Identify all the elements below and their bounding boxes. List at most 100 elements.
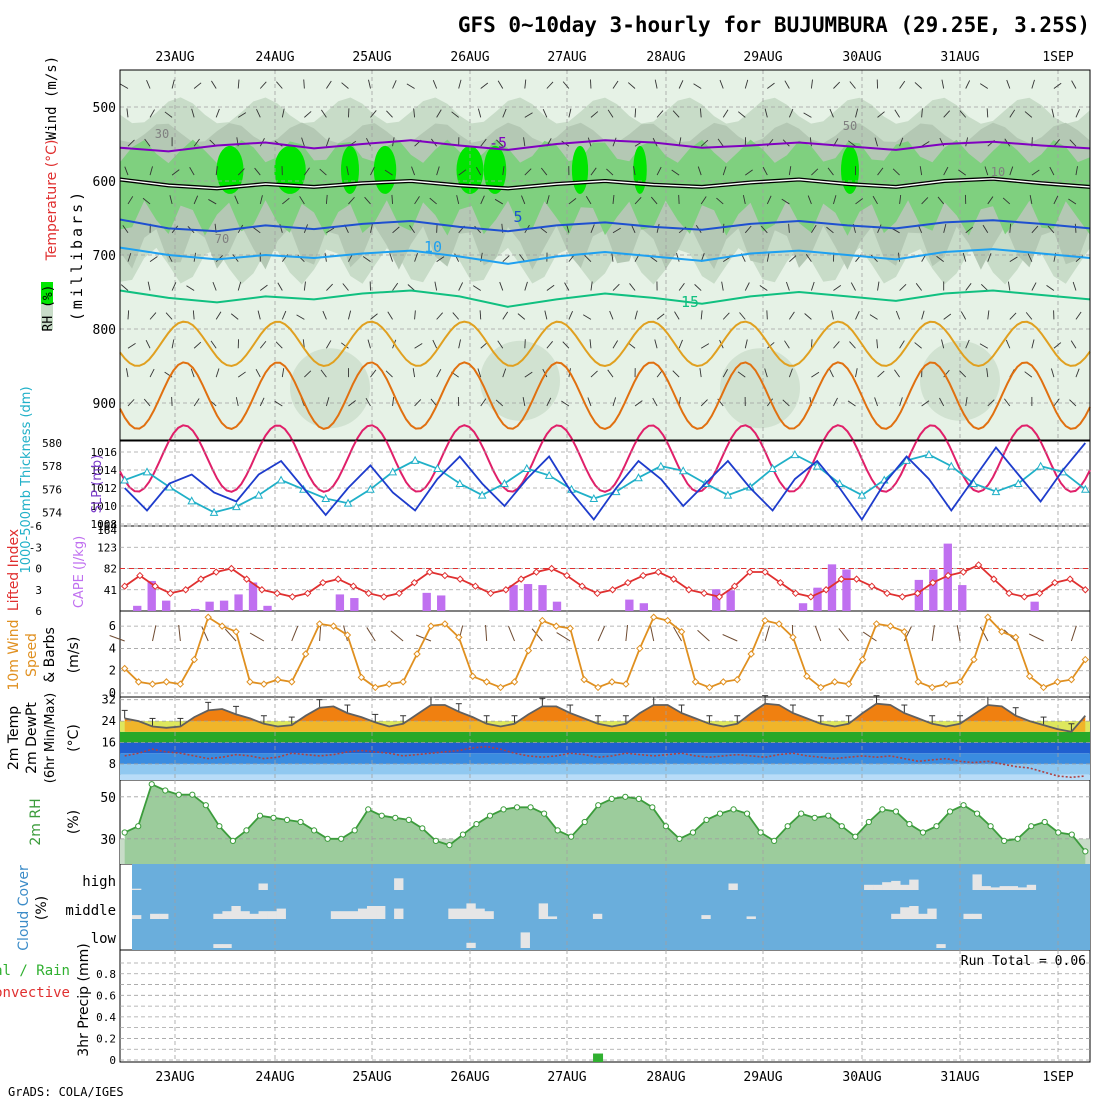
- cape-bar: [249, 582, 257, 611]
- cape-bar: [336, 594, 344, 611]
- thickness-tick: 574: [42, 506, 62, 519]
- cloud-unit-label: (%): [34, 896, 50, 920]
- cloud-bar-middle: [249, 914, 258, 919]
- rh-core: [633, 146, 647, 194]
- rh-2m-point: [1056, 830, 1061, 835]
- contour-label: 70: [215, 232, 229, 246]
- rh-2m-point: [961, 803, 966, 808]
- precip-legend-convective: Convective: [0, 985, 70, 1001]
- rh-2m-point: [420, 826, 425, 831]
- chart-title: GFS 0~10day 3-hourly for BUJUMBURA (29.2…: [458, 13, 1090, 37]
- rh-2m-point: [1015, 836, 1020, 841]
- rh-2m-point: [176, 792, 181, 797]
- day-label-bottom: 24AUG: [255, 1070, 294, 1085]
- day-label-bottom: 27AUG: [547, 1070, 586, 1085]
- cloud-bar-middle: [548, 916, 557, 919]
- rh-2m-point: [785, 824, 790, 829]
- day-label-top: 27AUG: [547, 50, 586, 65]
- cape-bar: [799, 603, 807, 611]
- cape-bar: [191, 609, 199, 611]
- cloud-bar-high: [1009, 886, 1018, 890]
- precip-tick: 0: [109, 1054, 116, 1067]
- cloud-bar-middle: [973, 914, 982, 919]
- temp-stripe: [120, 732, 1090, 743]
- rh-2m-point: [758, 830, 763, 835]
- rh-2m-point: [934, 824, 939, 829]
- rh-2m-point: [866, 819, 871, 824]
- contour-label: 15: [681, 293, 699, 311]
- rh-2m-point: [1083, 849, 1088, 854]
- cloud-bar-middle: [213, 914, 222, 919]
- cape-axis-label: CAPE (J/kg): [72, 536, 87, 608]
- pressure-axis-label: (millibars): [68, 189, 86, 321]
- wind-tick: 4: [109, 641, 116, 655]
- wind-legend-label: Wind (m/s): [44, 56, 60, 140]
- cloud-axis-label: Cloud Cover: [16, 865, 32, 951]
- cloud-bar-middle: [150, 914, 159, 919]
- cloud-bar-low: [521, 932, 530, 948]
- cloud-bar-middle: [900, 907, 909, 919]
- li-axis-label: Lifted Index: [6, 529, 22, 611]
- cape-bar: [813, 588, 821, 611]
- cloud-bar-middle: [159, 914, 168, 919]
- rh-2m-point: [271, 815, 276, 820]
- cloud-row-label: low: [91, 931, 117, 947]
- rh-2m-point: [650, 805, 655, 810]
- temp-axis-label-2: 2m DewPt: [24, 702, 40, 774]
- rh-2m-point: [514, 805, 519, 810]
- cape-bar: [538, 585, 546, 611]
- cloud-bar-high: [982, 886, 991, 890]
- cape-bar: [220, 601, 228, 611]
- precip-tick: 0.8: [96, 968, 116, 981]
- wind-barb: [635, 108, 636, 117]
- rh-2m-point: [366, 807, 371, 812]
- wind-barb: [392, 195, 393, 204]
- rh-2m-point: [907, 822, 912, 827]
- cloud-bar-middle: [593, 914, 602, 919]
- cape-bar: [133, 606, 141, 611]
- cloud-bar-high: [1000, 886, 1009, 890]
- wind-tick: 2: [109, 664, 116, 678]
- rh-2m-point: [257, 813, 262, 818]
- li-tick: 3: [35, 584, 42, 597]
- precip-bar: [593, 1054, 603, 1062]
- cloud-bar-middle: [466, 903, 475, 919]
- contour-label: 30: [155, 127, 169, 141]
- temperature-legend-label: Temperature (°C): [44, 140, 60, 262]
- footer-credit: GrADS: COLA/IGES: [8, 1085, 124, 1099]
- rh-2m-point: [487, 813, 492, 818]
- cloud-bar-middle: [367, 906, 376, 919]
- day-label-bottom: 25AUG: [352, 1070, 391, 1085]
- wind-axis-label-4: (m/s): [66, 637, 82, 674]
- cloud-bar-high: [864, 885, 873, 890]
- cloud-bar-high: [132, 889, 141, 890]
- contour-label: 10: [991, 165, 1005, 179]
- cloud-bar-middle: [268, 911, 277, 919]
- day-label-bottom: 31AUG: [940, 1070, 979, 1085]
- cloud-bar-low: [466, 943, 475, 948]
- rh-2m-point: [325, 836, 330, 841]
- rh-2m-point: [826, 813, 831, 818]
- cloud-bar-middle: [963, 914, 972, 919]
- rh-2m-point: [988, 824, 993, 829]
- cape-bar: [929, 570, 937, 611]
- rh-2m-point: [136, 824, 141, 829]
- cape-tick: 164: [97, 524, 117, 537]
- pressure-tick: 600: [93, 175, 116, 190]
- day-label-top: 28AUG: [646, 50, 685, 65]
- rh-2m-point: [555, 828, 560, 833]
- temp-tick: 8: [109, 757, 116, 771]
- thickness-tick: 576: [42, 483, 62, 496]
- day-label-bottom: 26AUG: [450, 1070, 489, 1085]
- precip-axis-label: 3hr Precip (mm): [76, 943, 92, 1056]
- rh-2m-point: [244, 828, 249, 833]
- day-label-bottom: 28AUG: [646, 1070, 685, 1085]
- day-label-bottom: 23AUG: [155, 1070, 194, 1085]
- cape-bar: [350, 598, 358, 611]
- cloud-background: [132, 864, 1090, 950]
- rh-2m-point: [311, 828, 316, 833]
- rh-2m-point: [460, 832, 465, 837]
- cape-bar: [162, 601, 170, 611]
- rh-2m-point: [298, 819, 303, 824]
